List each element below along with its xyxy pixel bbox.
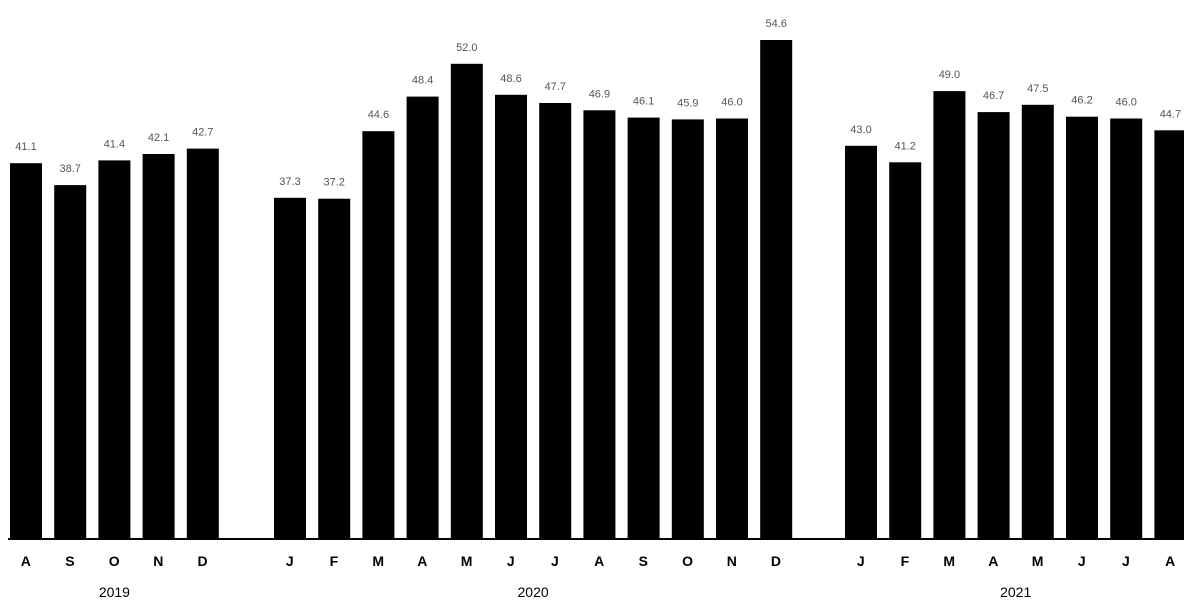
bar-2021-6 bbox=[1066, 116, 1098, 538]
bar-2019-2 bbox=[54, 185, 87, 538]
bar-2021-7 bbox=[1110, 118, 1143, 538]
x-tick-label: A bbox=[988, 553, 999, 569]
bar-2021-1 bbox=[845, 145, 877, 539]
value-labels-layer: 41.1 38.7 41.4 42.1 42.7 37.3 37.2 44.6 48.4 52.0… bbox=[15, 18, 1181, 189]
x-tick-label: A bbox=[21, 553, 32, 569]
value-label: 44.7 bbox=[1160, 108, 1181, 120]
x-tick-label: A bbox=[594, 553, 605, 569]
value-label: 46.0 bbox=[1115, 97, 1136, 109]
bar-2021-3 bbox=[933, 91, 966, 538]
bar-2021-5 bbox=[1021, 104, 1054, 539]
value-label: 45.9 bbox=[677, 97, 698, 109]
bar-2020-2 bbox=[318, 198, 351, 538]
x-tick-label: J bbox=[551, 553, 559, 569]
bar-2020-8 bbox=[583, 110, 616, 539]
bar-2019-3 bbox=[98, 160, 131, 538]
bar-2020-5 bbox=[450, 63, 483, 539]
x-tick-label: A bbox=[1165, 553, 1176, 569]
bar-2020-7 bbox=[539, 103, 572, 538]
bar-2021-4 bbox=[977, 112, 1010, 538]
year-label-2020: 2020 bbox=[518, 584, 549, 600]
bar-2019-1 bbox=[10, 163, 42, 538]
bar-2020-11 bbox=[716, 118, 748, 538]
value-label: 44.6 bbox=[368, 109, 389, 121]
bar-2020-12 bbox=[760, 40, 793, 538]
value-label: 46.0 bbox=[721, 97, 742, 109]
x-tick-label: D bbox=[197, 553, 208, 569]
x-tick-label: F bbox=[330, 553, 339, 569]
x-tick-label: J bbox=[507, 553, 515, 569]
bar-2020-4 bbox=[406, 96, 439, 538]
x-tick-label: S bbox=[639, 553, 649, 569]
x-tick-label: D bbox=[771, 553, 782, 569]
value-label: 41.1 bbox=[15, 141, 36, 153]
bar-2021-8 bbox=[1154, 130, 1184, 539]
bar-2020-9 bbox=[627, 117, 660, 538]
value-label: 52.0 bbox=[456, 42, 477, 54]
bar-2020-6 bbox=[495, 94, 527, 539]
value-label: 48.6 bbox=[500, 73, 521, 85]
value-label: 43.0 bbox=[850, 124, 871, 136]
value-label: 37.2 bbox=[323, 177, 344, 189]
value-label: 38.7 bbox=[59, 163, 80, 175]
bar-2020-1 bbox=[274, 197, 306, 539]
year-label-2019: 2019 bbox=[99, 584, 130, 600]
x-tick-label: M bbox=[943, 553, 955, 569]
bar-2020-10 bbox=[671, 119, 704, 539]
year-label-2021: 2021 bbox=[1000, 584, 1031, 600]
x-tick-label: J bbox=[286, 553, 294, 569]
bar-2021-2 bbox=[889, 162, 922, 539]
bar-2019-4 bbox=[142, 154, 175, 538]
x-tick-label: M bbox=[461, 553, 473, 569]
value-label: 42.1 bbox=[148, 132, 169, 144]
value-label: 54.6 bbox=[765, 18, 786, 30]
bar-2019-5 bbox=[186, 148, 219, 538]
x-tick-label: J bbox=[1078, 553, 1086, 569]
value-label: 47.5 bbox=[1027, 83, 1048, 95]
value-label: 41.2 bbox=[894, 140, 915, 152]
x-tick-label: S bbox=[65, 553, 75, 569]
x-tick-label: N bbox=[153, 553, 164, 569]
x-tick-label: F bbox=[901, 553, 910, 569]
value-label: 46.9 bbox=[589, 88, 610, 100]
value-label: 41.4 bbox=[104, 138, 125, 150]
bar-2020-3 bbox=[362, 131, 395, 538]
value-label: 49.0 bbox=[939, 69, 960, 81]
value-label: 46.7 bbox=[983, 90, 1004, 102]
x-tick-label: J bbox=[857, 553, 865, 569]
year-labels-layer: 2019 2020 2021 bbox=[99, 584, 1032, 600]
x-tick-label: M bbox=[372, 553, 384, 569]
x-tick-label: A bbox=[417, 553, 428, 569]
value-label: 46.1 bbox=[633, 96, 654, 108]
value-label: 37.3 bbox=[279, 176, 300, 188]
bars-layer bbox=[10, 40, 1184, 539]
x-tick-label: M bbox=[1032, 553, 1044, 569]
x-tick-label: O bbox=[682, 553, 693, 569]
value-label: 48.4 bbox=[412, 75, 433, 87]
x-tick-label: N bbox=[727, 553, 738, 569]
value-label: 47.7 bbox=[544, 81, 565, 93]
value-label: 42.7 bbox=[192, 127, 213, 139]
x-tick-label: O bbox=[109, 553, 120, 569]
value-label: 46.2 bbox=[1071, 95, 1092, 107]
x-tick-label: J bbox=[1122, 553, 1130, 569]
